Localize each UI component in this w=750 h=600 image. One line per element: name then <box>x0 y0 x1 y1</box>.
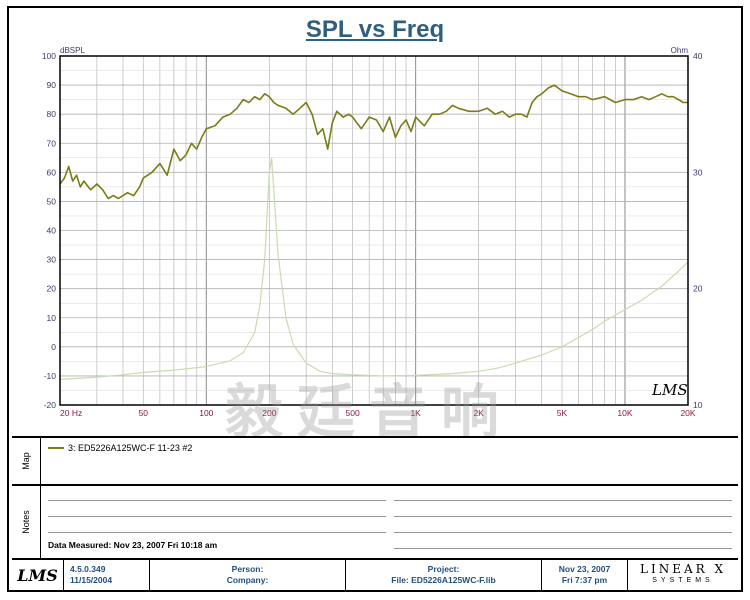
brand-name: LINEAR X <box>639 562 727 576</box>
footer-date-cell: Nov 23, 2007 Fri 7:37 pm <box>542 560 628 590</box>
company-label: Company: <box>226 575 269 585</box>
x-tick-label: 50 <box>139 408 149 418</box>
watermark-text: 毅廷音响 <box>225 378 514 446</box>
x-tick-label: 20K <box>680 408 695 418</box>
chart-lms-logo: LMS <box>652 381 688 399</box>
chart-title: SPL vs Freq <box>305 16 445 43</box>
footer-project-cell: Project: File: ED5226A125WC-F.lib <box>346 560 542 590</box>
y-right-tick-label: 30 <box>693 167 703 177</box>
right-unit-label: Ohm <box>671 46 689 55</box>
x-tick-label: 1K <box>410 408 421 418</box>
map-label: Map <box>20 452 31 470</box>
data-series <box>59 84 689 380</box>
x-tick-label: 500 <box>346 408 360 418</box>
y-left-tick-label: 40 <box>47 226 57 236</box>
version-number: 4.5.0.349 <box>70 564 106 574</box>
y-right-tick-label: 20 <box>693 284 703 294</box>
left-unit-label: dBSPL <box>60 46 85 55</box>
x-tick-label: 20 Hz <box>60 408 82 418</box>
y-left-tick-label: 80 <box>47 109 57 119</box>
footer-brand-cell: LINEAR X SYSTEMS <box>628 560 738 590</box>
y-right-tick-label: 40 <box>693 51 703 61</box>
y-left-tick-label: -20 <box>44 400 57 410</box>
footer-bar: LMS 4.5.0.349 11/15/2004 Person: Company… <box>12 558 738 590</box>
report-frame <box>7 6 743 592</box>
y-left-tick-label: -10 <box>44 371 57 381</box>
date-measured: Data Measured: Nov 23, 2007 Fri 10:18 am <box>48 540 218 550</box>
map-section: Map <box>12 436 738 484</box>
project-label: Project: <box>427 564 460 574</box>
plot-area-border <box>59 55 689 406</box>
x-tick-label: 5K <box>557 408 568 418</box>
notes-line <box>394 548 732 549</box>
y-left-tick-label: 0 <box>51 342 56 352</box>
y-left-tick-label: 60 <box>47 167 57 177</box>
y-left-tick-label: 30 <box>47 255 57 265</box>
legend-entry: 3: ED5226A125WC-F 11-23 #2 <box>48 443 192 453</box>
footer-time: Fri 7:37 pm <box>561 575 608 585</box>
person-label: Person: <box>231 564 264 574</box>
notes-label-cell: Notes <box>12 486 41 558</box>
notes-line <box>48 532 386 533</box>
y-left-tick-label: 70 <box>47 138 57 148</box>
notes-line <box>394 500 732 501</box>
footer-logo-cell: LMS <box>12 560 64 590</box>
y-left-tick-label: 90 <box>47 80 57 90</box>
y-left-tick-label: 100 <box>42 51 56 61</box>
spl-curve <box>59 84 688 200</box>
notes-line <box>48 500 386 501</box>
legend-line-swatch <box>48 447 64 449</box>
x-tick-label: 10K <box>617 408 632 418</box>
x-tick-label: 200 <box>262 408 276 418</box>
impedance-curve <box>59 157 689 380</box>
lms-logo: LMS <box>17 565 58 585</box>
y-left-tick-label: 20 <box>47 284 57 294</box>
footer-person-cell: Person: Company: <box>150 560 346 590</box>
y-right-tick-label: 10 <box>693 400 703 410</box>
legend-entry-label: 3: ED5226A125WC-F 11-23 #2 <box>68 443 193 453</box>
notes-line <box>48 516 386 517</box>
map-label-cell: Map <box>12 438 41 484</box>
brand-subtitle: SYSTEMS <box>652 577 714 584</box>
footer-version-cell: 4.5.0.349 11/15/2004 <box>64 560 150 590</box>
x-tick-label: 100 <box>199 408 213 418</box>
project-file: File: ED5226A125WC-F.lib <box>391 575 496 585</box>
x-tick-label: 2K <box>473 408 484 418</box>
footer-date: Nov 23, 2007 <box>558 564 611 574</box>
notes-line <box>394 516 732 517</box>
notes-label: Notes <box>20 510 31 534</box>
y-left-tick-label: 10 <box>47 313 57 323</box>
version-date: 11/15/2004 <box>70 575 113 585</box>
notes-section: Notes <box>12 484 738 558</box>
y-left-tick-label: 50 <box>47 196 57 206</box>
notes-line <box>394 532 732 533</box>
grid-lines <box>59 55 689 406</box>
